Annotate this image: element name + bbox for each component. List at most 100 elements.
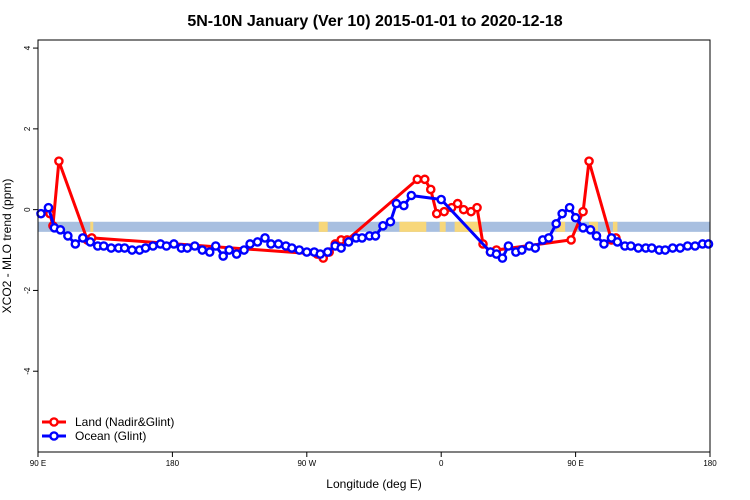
ocean-point xyxy=(551,218,561,229)
ocean-point xyxy=(503,241,514,251)
axes: 90 E 180 90 W 0 90 E 180 -4 -2 0 2 4 xyxy=(23,45,717,468)
ocean-point xyxy=(557,208,567,219)
ocean-point xyxy=(140,243,151,253)
land-point xyxy=(578,206,588,217)
ocean-point xyxy=(406,190,417,201)
ocean-point xyxy=(197,245,208,255)
ocean-point xyxy=(612,237,623,247)
y-tick-label: 4 xyxy=(23,45,32,50)
ocean-point xyxy=(667,243,678,253)
x-tick-label: 90 W xyxy=(297,459,316,468)
ocean-point xyxy=(266,239,276,249)
ocean-point xyxy=(148,241,158,251)
x-tick-label: 180 xyxy=(703,459,717,468)
ocean-point xyxy=(585,225,596,235)
ocean-point xyxy=(70,239,81,249)
ocean-point xyxy=(703,239,714,249)
ocean-point xyxy=(43,202,54,213)
ocean-point xyxy=(182,243,193,253)
land-patch xyxy=(439,221,446,232)
land-point xyxy=(419,174,430,185)
ocean-point xyxy=(682,241,693,251)
x-tick-label: 0 xyxy=(439,459,444,468)
y-tick-label: -2 xyxy=(23,286,32,294)
ocean-point xyxy=(322,247,333,257)
ocean-point xyxy=(626,241,636,251)
ocean-point xyxy=(127,245,137,255)
legend: Land (Nadir&Glint)Ocean (Glint) xyxy=(42,415,174,443)
chart-title: 5N-10N January (Ver 10) 2015-01-01 to 20… xyxy=(187,13,562,30)
ocean-point xyxy=(391,198,402,209)
ocean-point xyxy=(517,245,527,255)
ocean-point xyxy=(78,233,88,243)
ocean-point xyxy=(85,237,96,247)
ocean-point xyxy=(399,200,409,211)
ocean-point xyxy=(224,245,234,255)
ocean-point xyxy=(336,243,346,253)
ocean-point xyxy=(169,239,179,249)
x-tick-label: 90 E xyxy=(30,459,46,468)
ocean-point xyxy=(252,237,263,247)
land-point xyxy=(452,198,463,209)
ocean-point xyxy=(210,241,221,251)
ocean-point xyxy=(231,249,242,259)
ocean-point xyxy=(301,247,312,257)
ocean-point xyxy=(646,243,657,253)
ocean-point xyxy=(36,208,46,219)
y-tick-label: -4 xyxy=(23,367,32,375)
ocean-point xyxy=(660,245,671,255)
legend-label: Ocean (Glint) xyxy=(75,429,146,443)
land-point xyxy=(431,208,442,219)
y-tick-label: 2 xyxy=(23,126,32,131)
ocean-point xyxy=(239,245,249,255)
legend-marker xyxy=(49,417,59,427)
plot-area xyxy=(36,156,714,263)
ocean-point xyxy=(98,241,109,251)
ocean-point xyxy=(370,231,381,241)
ocean-point xyxy=(591,231,602,241)
ocean-point xyxy=(55,225,66,235)
x-tick-label: 90 E xyxy=(567,459,583,468)
y-axis-label: XCO2 - MLO trend (ppm) xyxy=(0,179,14,314)
ocean-point xyxy=(436,194,447,205)
legend-label: Land (Nadir&Glint) xyxy=(75,415,174,429)
ocean-point xyxy=(543,233,554,243)
ocean-point xyxy=(245,239,255,249)
land-point xyxy=(566,235,576,245)
ocean-point xyxy=(287,243,297,253)
land-point xyxy=(472,202,482,213)
ocean-point xyxy=(357,233,367,243)
x-axis-label: Longitude (deg E) xyxy=(326,477,421,491)
land-point xyxy=(425,184,436,195)
ocean-point xyxy=(633,243,644,253)
ocean-point xyxy=(315,249,326,259)
ocean-point xyxy=(273,239,284,249)
legend-marker xyxy=(49,431,59,441)
land-point xyxy=(458,204,469,215)
ocean-point xyxy=(385,216,396,227)
ocean-point xyxy=(218,251,228,261)
ocean-point xyxy=(343,237,354,247)
land-point xyxy=(412,174,423,185)
water-band xyxy=(38,221,710,232)
ocean-point xyxy=(497,253,508,263)
ocean-point xyxy=(570,212,581,223)
land-point xyxy=(439,206,449,217)
land-point xyxy=(584,156,594,166)
ocean-point xyxy=(378,221,388,231)
land-patch xyxy=(318,221,328,232)
ocean-point xyxy=(189,241,200,251)
ocean-point xyxy=(204,247,215,257)
plot-frame xyxy=(37,39,711,453)
x-tick-label: 180 xyxy=(166,459,180,468)
ocean-point xyxy=(161,241,172,251)
ocean-point xyxy=(564,202,575,213)
ocean-point xyxy=(530,243,541,253)
land-point xyxy=(54,156,64,166)
land-patch xyxy=(90,221,94,232)
land-patch xyxy=(399,221,427,232)
ocean-point xyxy=(599,239,609,249)
y-tick-label: 0 xyxy=(23,207,32,212)
land-patch xyxy=(556,221,566,232)
